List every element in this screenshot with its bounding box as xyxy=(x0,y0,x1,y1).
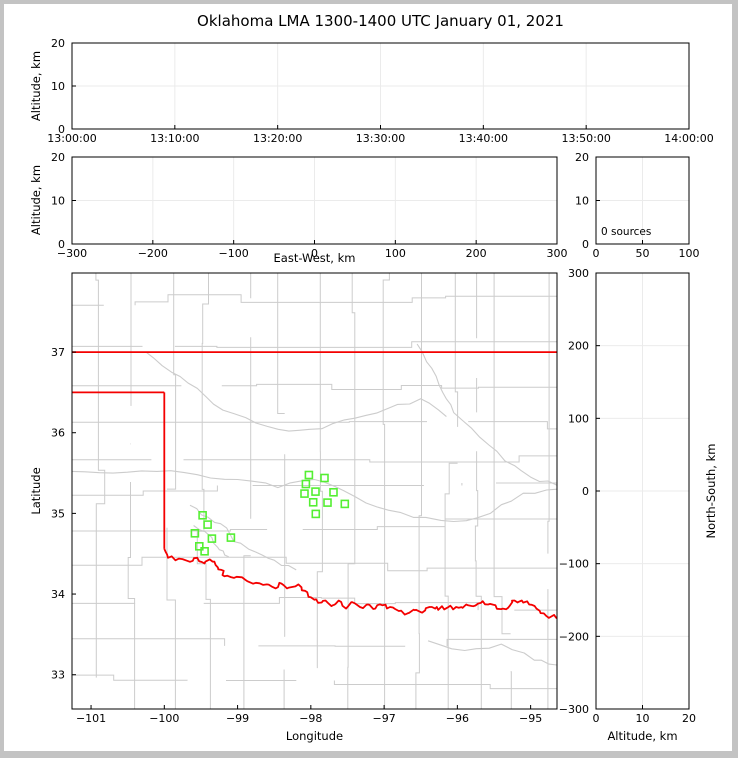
svg-text:−95: −95 xyxy=(519,712,542,725)
svg-text:−101: −101 xyxy=(76,712,106,725)
ew_height-panel: −300 −200 −100 0 100 200 300 0 10 20 xyxy=(51,151,568,260)
lma-station-marker xyxy=(308,497,318,507)
svg-text:100: 100 xyxy=(568,412,589,425)
lma-station-marker xyxy=(207,534,217,543)
lma-station-marker xyxy=(200,546,209,556)
svg-text:100: 100 xyxy=(385,247,406,260)
lma-station-marker xyxy=(203,520,212,529)
svg-text:37: 37 xyxy=(51,346,65,359)
svg-text:20: 20 xyxy=(682,712,696,725)
svg-text:−100: −100 xyxy=(219,247,249,260)
svg-text:300: 300 xyxy=(547,247,568,260)
svg-text:20: 20 xyxy=(575,151,589,164)
sources-count-annotation: 0 sources xyxy=(601,226,652,238)
svg-text:−98: −98 xyxy=(299,712,322,725)
ylabel-latitude: Latitude xyxy=(29,467,43,515)
lma-station-marker xyxy=(320,473,329,483)
svg-text:34: 34 xyxy=(51,588,65,601)
ylabel-north-south: North-South, km xyxy=(704,443,718,539)
plan_map-panel: −101 −100 −99 −98 −97 −96 −95 33 34 35 36 37 xyxy=(51,272,558,725)
svg-text:−100: −100 xyxy=(149,712,179,725)
svg-text:50: 50 xyxy=(636,247,650,260)
svg-text:0: 0 xyxy=(58,123,65,136)
svg-text:10: 10 xyxy=(51,195,65,208)
svg-text:13:20:00: 13:20:00 xyxy=(253,132,302,145)
lma-station-marker xyxy=(198,510,207,520)
svg-text:0: 0 xyxy=(593,712,600,725)
lma-station-marker xyxy=(226,533,236,542)
altitude_histogram-panel: 0 50 100 0 10 20 xyxy=(575,151,700,260)
svg-text:0: 0 xyxy=(582,485,589,498)
svg-text:−300: −300 xyxy=(559,703,589,716)
svg-text:200: 200 xyxy=(466,247,487,260)
plot-title: Oklahoma LMA 1300-1400 UTC January 01, 2… xyxy=(197,12,564,30)
svg-text:−200: −200 xyxy=(138,247,168,260)
xlabel-east-west: East-West, km xyxy=(273,251,356,265)
svg-text:13:40:00: 13:40:00 xyxy=(459,132,508,145)
svg-text:20: 20 xyxy=(51,151,65,164)
svg-text:10: 10 xyxy=(51,80,65,93)
svg-text:0: 0 xyxy=(58,238,65,251)
svg-text:13:10:00: 13:10:00 xyxy=(150,132,199,145)
county-lines xyxy=(72,273,557,709)
svg-text:200: 200 xyxy=(568,340,589,353)
svg-text:0: 0 xyxy=(582,238,589,251)
ylabel-ew-altitude: Altitude, km xyxy=(29,164,43,236)
svg-text:−200: −200 xyxy=(559,630,589,643)
lma-station-marker xyxy=(311,487,320,496)
svg-text:13:30:00: 13:30:00 xyxy=(356,132,405,145)
svg-text:33: 33 xyxy=(51,669,65,682)
svg-text:100: 100 xyxy=(679,247,700,260)
lma-station-marker xyxy=(300,489,309,498)
svg-text:300: 300 xyxy=(568,267,589,280)
svg-text:20: 20 xyxy=(51,37,65,50)
lma-station-marker xyxy=(190,528,200,538)
xlabel-longitude: Longitude xyxy=(285,729,344,743)
svg-text:−99: −99 xyxy=(226,712,249,725)
lma-station-marker xyxy=(311,509,321,519)
svg-text:36: 36 xyxy=(51,427,65,440)
lma-station-marker xyxy=(301,479,311,489)
lma-stations xyxy=(190,470,350,556)
lma-station-marker xyxy=(329,487,338,497)
xlabel-ns-altitude: Altitude, km xyxy=(607,729,678,743)
svg-text:35: 35 xyxy=(51,507,65,520)
svg-text:13:50:00: 13:50:00 xyxy=(561,132,610,145)
svg-text:−100: −100 xyxy=(559,558,589,571)
state-border xyxy=(72,351,557,620)
lma-station-marker xyxy=(323,498,332,507)
svg-text:−300: −300 xyxy=(57,247,87,260)
time_height-panel: 13:00:00 13:10:00 13:20:00 13:30:00 13:40:00… xyxy=(47,37,713,145)
svg-text:0: 0 xyxy=(593,247,600,260)
svg-text:−97: −97 xyxy=(372,712,395,725)
lma-station-marker xyxy=(340,499,350,509)
svg-text:0: 0 xyxy=(311,247,318,260)
svg-text:14:00:00: 14:00:00 xyxy=(664,132,713,145)
lma-station-marker xyxy=(304,470,314,480)
red-river-border xyxy=(163,548,557,620)
svg-text:−96: −96 xyxy=(446,712,469,725)
lma-station-marker xyxy=(195,541,204,551)
svg-text:10: 10 xyxy=(636,712,650,725)
svg-text:10: 10 xyxy=(575,195,589,208)
ns_height-panel: 0 10 20 −300 −200 −100 0 100 200 300 xyxy=(559,267,696,725)
svg-text:13:00:00: 13:00:00 xyxy=(47,132,96,145)
